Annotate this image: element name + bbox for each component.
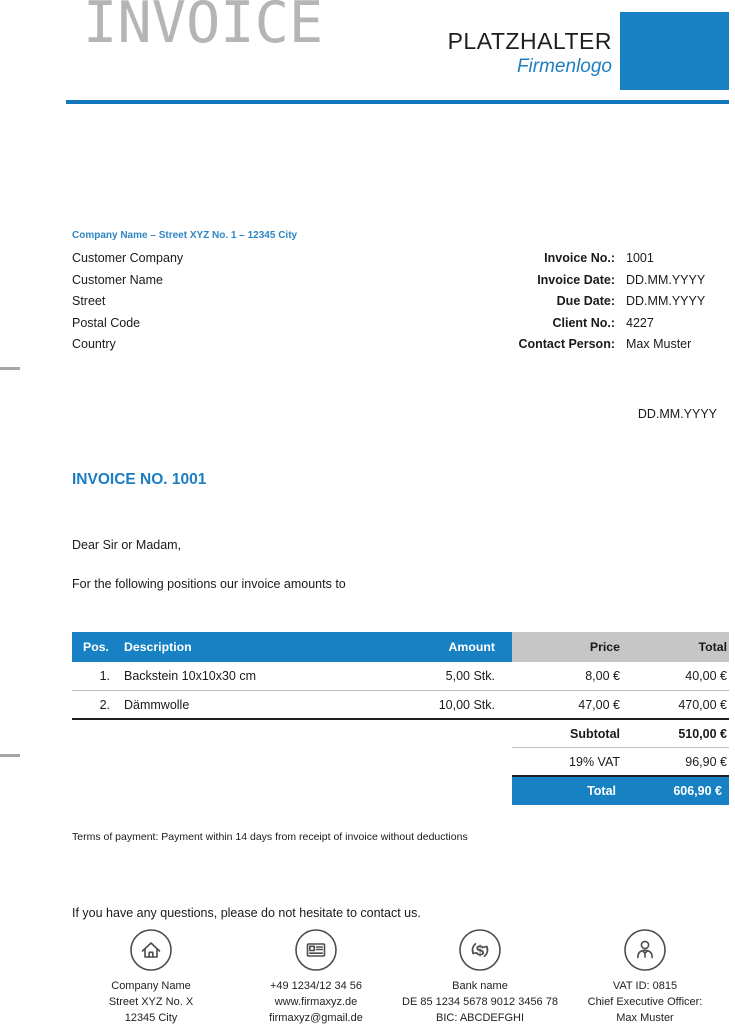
fold-mark <box>0 754 20 757</box>
intro-line: For the following positions our invoice … <box>72 577 346 591</box>
person-icon <box>623 928 667 972</box>
footer-phone: +49 1234/12 34 56 <box>269 980 363 992</box>
row-total: 470,00 € <box>678 697 727 712</box>
header-amount: Amount <box>410 632 512 662</box>
page-title: INVOICE <box>83 0 324 56</box>
subtotal-row: Subtotal 510,00 € <box>512 720 729 748</box>
table-header-row: Pos. Description Amount Price Total <box>72 632 729 662</box>
subtotal-label: Subtotal <box>570 726 620 741</box>
footer-vat-id: VAT ID: 0815 <box>612 980 678 992</box>
footer-legal-column: VAT ID: 0815 Chief Executive Officer: Ma… <box>555 928 735 1024</box>
positions-table: Pos. Description Amount Price Total 1. B… <box>72 632 729 805</box>
footer-street: Street XYZ No. X <box>108 996 194 1008</box>
svg-text:$: $ <box>476 943 485 960</box>
invoice-date-label: Invoice Date: <box>537 272 615 287</box>
totals-block: Subtotal 510,00 € 19% VAT 96,90 € Total … <box>512 720 729 805</box>
logo-subtitle: Firmenlogo <box>516 56 612 77</box>
row-description: Backstein 10x10x30 cm <box>124 669 257 683</box>
grand-total-label: Total <box>587 784 616 798</box>
client-number-label: Client No.: <box>552 315 616 330</box>
vat-value: 96,90 € <box>685 754 727 769</box>
footer-ceo-name: Max Muster <box>616 1012 674 1024</box>
header-pos: Pos. <box>72 632 120 662</box>
contact-card-icon <box>294 928 338 972</box>
vat-label: 19% VAT <box>569 754 620 769</box>
closing-line: If you have any questions, please do not… <box>72 906 421 920</box>
company-logo-text: PLATZHALTER Firmenlogo <box>448 28 612 79</box>
recipient-name: Customer Name <box>72 272 163 287</box>
header-divider <box>66 100 729 104</box>
recipient-postal-code: Postal Code <box>72 315 141 330</box>
due-date-label: Due Date: <box>556 294 615 308</box>
footer-iban: DE 85 1234 5678 9012 3456 78 <box>402 996 558 1008</box>
invoice-heading: INVOICE NO. 1001 <box>72 471 207 488</box>
payment-terms: Terms of payment: Payment within 14 days… <box>72 831 468 843</box>
grand-total-row: Total 606,90 € <box>512 777 729 805</box>
footer-bank-column: $ Bank name DE 85 1234 5678 9012 3456 78… <box>370 928 590 1024</box>
invoice-number-value: 1001 <box>626 251 654 265</box>
home-icon <box>129 928 173 972</box>
footer-ceo-label: Chief Executive Officer: <box>587 996 703 1008</box>
sender-address-line: Company Name – Street XYZ No. 1 – 12345 … <box>72 230 298 241</box>
footer-city: 12345 City <box>124 1012 178 1024</box>
footer-bic: BIC: ABCDEFGHI <box>435 1012 525 1024</box>
invoice-date-value: DD.MM.YYYY <box>626 272 706 287</box>
footer-address-column: Company Name Street XYZ No. X 12345 City <box>61 928 241 1024</box>
salutation: Dear Sir or Madam, <box>72 538 182 552</box>
recipient-company: Customer Company <box>72 251 184 265</box>
invoice-number-label: Invoice No.: <box>544 251 615 265</box>
bank-transfer-icon: $ <box>458 928 502 972</box>
company-logo-square <box>620 12 729 90</box>
row-pos: 2. <box>99 697 110 712</box>
footer-contact-column: +49 1234/12 34 56 www.firmaxyz.de firmax… <box>226 928 406 1024</box>
recipient-address-block: Customer Company Customer Name Street Po… <box>72 248 183 356</box>
row-total: 40,00 € <box>685 669 727 683</box>
footer-company-name: Company Name <box>111 980 191 992</box>
due-date-value: DD.MM.YYYY <box>626 294 706 308</box>
table-row: 1. Backstein 10x10x30 cm 5,00 Stk. 8,00 … <box>72 662 729 691</box>
recipient-street: Street <box>72 294 106 308</box>
logo-placeholder-label: PLATZHALTER <box>447 28 612 54</box>
document-date: DD.MM.YYYY <box>637 407 717 421</box>
subtotal-value: 510,00 € <box>678 726 727 741</box>
contact-person-label: Contact Person: <box>518 337 615 351</box>
footer-bank-name: Bank name <box>452 980 508 992</box>
recipient-country: Country <box>72 337 116 351</box>
table-row: 2. Dämmwolle 10,00 Stk. 47,00 € 470,00 € <box>72 691 729 720</box>
footer-email: firmaxyz@gmail.de <box>269 1012 363 1024</box>
header-price: Price <box>512 632 629 662</box>
contact-person-value: Max Muster <box>626 337 692 351</box>
row-price: 47,00 € <box>578 697 620 712</box>
grand-total-value: 606,90 € <box>673 784 722 798</box>
row-description: Dämmwolle <box>124 697 190 712</box>
row-price: 8,00 € <box>585 669 620 683</box>
vat-row: 19% VAT 96,90 € <box>512 748 729 777</box>
client-number-value: 4227 <box>626 315 654 330</box>
header-description: Description <box>120 632 410 662</box>
row-pos: 1. <box>99 669 110 683</box>
invoice-meta-block: Invoice No.: 1001 Invoice Date: DD.MM.YY… <box>518 248 717 356</box>
row-amount: 10,00 Stk. <box>438 697 495 712</box>
row-amount: 5,00 Stk. <box>445 669 495 683</box>
fold-mark <box>0 367 20 370</box>
footer: Company Name Street XYZ No. X 12345 City… <box>0 928 735 1024</box>
footer-website: www.firmaxyz.de <box>274 996 358 1008</box>
header-total: Total <box>629 632 729 662</box>
